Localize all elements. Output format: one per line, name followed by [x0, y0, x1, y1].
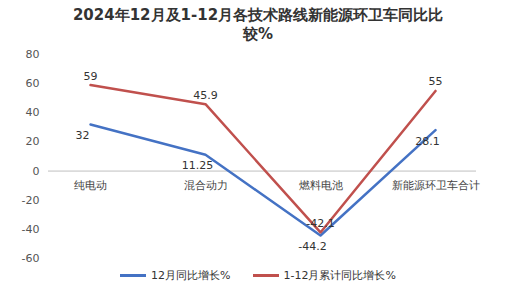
svg-text:0: 0 [33, 165, 40, 178]
svg-text:45.9: 45.9 [193, 89, 218, 102]
svg-text:-44.2: -44.2 [298, 240, 326, 253]
svg-text:55: 55 [429, 75, 443, 88]
svg-text:59: 59 [84, 70, 98, 83]
svg-text:-60: -60 [22, 252, 40, 265]
svg-text:11.25: 11.25 [182, 159, 214, 172]
svg-text:纯电动: 纯电动 [74, 179, 107, 192]
svg-text:80: 80 [26, 48, 40, 61]
svg-text:20: 20 [26, 135, 40, 148]
svg-text:混合动力: 混合动力 [184, 179, 228, 192]
svg-text:-40: -40 [22, 223, 40, 236]
svg-text:40: 40 [26, 106, 40, 119]
svg-text:32: 32 [76, 129, 90, 142]
html-text:1-12月累计同比增长%: 1-12月累计同比增长% [283, 269, 396, 282]
svg-text:28.1: 28.1 [415, 135, 440, 148]
svg-text:新能源环卫车合计: 新能源环卫车合计 [392, 179, 480, 192]
svg-text:-42.1: -42.1 [306, 217, 334, 230]
html-text:12月同比增长%: 12月同比增长% [151, 269, 231, 282]
svg-text:-20: -20 [22, 194, 40, 207]
html-text:2024年12月及1-12月各技术路线新能源环卫车同比比较%: 2024年12月及1-12月各技术路线新能源环卫车同比比较% [72, 6, 444, 43]
svg-text:60: 60 [26, 77, 40, 90]
svg-text:燃料电池: 燃料电池 [299, 179, 343, 192]
